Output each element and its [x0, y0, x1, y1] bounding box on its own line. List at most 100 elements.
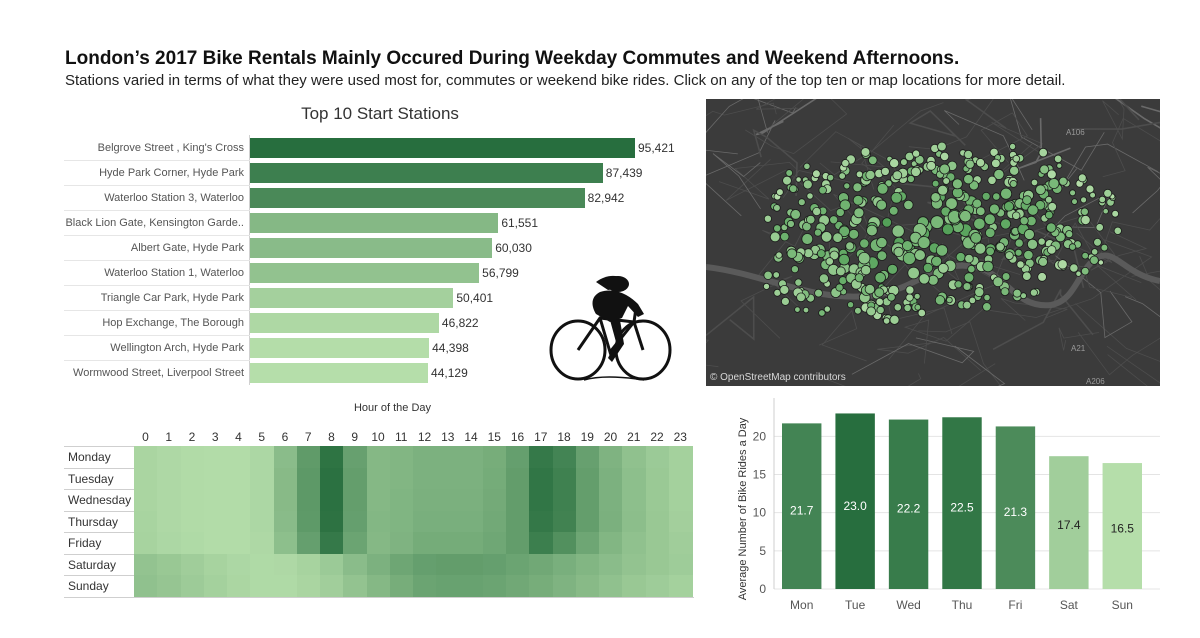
station-point[interactable] — [854, 273, 864, 283]
station-point[interactable] — [790, 265, 799, 274]
station-point[interactable] — [903, 303, 912, 312]
station-label[interactable]: Belgrove Street , King's Cross — [97, 142, 244, 154]
heatmap-cell[interactable] — [296, 446, 321, 468]
station-point[interactable] — [813, 228, 822, 237]
heatmap-cell[interactable] — [343, 553, 367, 576]
heatmap-cell[interactable] — [250, 446, 274, 468]
station-point[interactable] — [926, 160, 937, 171]
station-label[interactable]: Triangle Car Park, Hyde Park — [100, 292, 244, 304]
heatmap-cell[interactable] — [552, 489, 577, 511]
heatmap-cell[interactable] — [273, 553, 298, 576]
station-point[interactable] — [1085, 184, 1095, 194]
heatmap-cell[interactable] — [273, 575, 298, 597]
heatmap-cell[interactable] — [320, 510, 344, 533]
heatmap-cell[interactable] — [413, 489, 437, 511]
station-point[interactable] — [853, 207, 865, 219]
station-point[interactable] — [992, 192, 1001, 201]
heatmap-cell[interactable] — [320, 553, 344, 576]
heatmap-cell[interactable] — [575, 575, 600, 597]
heatmap-cell[interactable] — [645, 553, 670, 576]
station-point[interactable] — [1022, 195, 1032, 205]
heatmap-cell[interactable] — [273, 532, 298, 554]
heatmap-cell[interactable] — [157, 575, 181, 597]
heatmap-cell[interactable] — [482, 446, 507, 468]
heatmap-cell[interactable] — [413, 532, 437, 554]
heatmap-cell[interactable] — [203, 575, 228, 597]
station-bar[interactable] — [250, 338, 430, 358]
station-point[interactable] — [887, 292, 896, 302]
heatmap-cell[interactable] — [389, 510, 414, 533]
station-point[interactable] — [1102, 208, 1109, 215]
station-point[interactable] — [968, 296, 977, 305]
heatmap-cell[interactable] — [134, 553, 158, 576]
station-point[interactable] — [962, 300, 972, 310]
heatmap-cell[interactable] — [552, 510, 577, 533]
station-point[interactable] — [1046, 222, 1057, 233]
heatmap-cell[interactable] — [668, 553, 693, 576]
station-point[interactable] — [935, 244, 949, 257]
station-point[interactable] — [841, 159, 850, 168]
heatmap-cell[interactable] — [227, 532, 251, 554]
station-point[interactable] — [922, 262, 934, 273]
station-point[interactable] — [893, 246, 904, 257]
heatmap-cell[interactable] — [599, 510, 623, 533]
heatmap-cell[interactable] — [343, 467, 367, 490]
heatmap-cell[interactable] — [203, 489, 228, 511]
heatmap-cell[interactable] — [552, 446, 577, 468]
heatmap-cell[interactable] — [157, 467, 181, 490]
station-point[interactable] — [875, 297, 884, 306]
weekday-bar[interactable] — [782, 423, 822, 589]
station-point[interactable] — [860, 264, 872, 276]
heatmap-cell[interactable] — [389, 532, 414, 554]
station-point[interactable] — [963, 149, 973, 160]
heatmap-cell[interactable] — [645, 489, 670, 511]
station-point[interactable] — [763, 270, 773, 280]
heatmap-cell[interactable] — [413, 510, 437, 533]
heatmap-cell[interactable] — [436, 446, 460, 468]
station-point[interactable] — [905, 285, 915, 295]
station-point[interactable] — [1023, 228, 1035, 240]
heatmap-cell[interactable] — [529, 510, 553, 533]
heatmap-cell[interactable] — [622, 532, 646, 554]
heatmap-cell[interactable] — [203, 467, 228, 490]
station-point[interactable] — [1039, 164, 1050, 175]
station-point[interactable] — [984, 213, 996, 226]
station-point[interactable] — [782, 175, 792, 186]
station-point[interactable] — [820, 231, 833, 243]
heatmap-cell[interactable] — [157, 446, 181, 468]
heatmap-cell[interactable] — [389, 446, 414, 468]
station-point[interactable] — [786, 248, 798, 259]
station-point[interactable] — [1080, 196, 1088, 204]
heatmap-cell[interactable] — [482, 510, 507, 533]
heatmap-cell[interactable] — [343, 510, 367, 533]
heatmap-cell[interactable] — [134, 489, 158, 511]
heatmap-cell[interactable] — [320, 467, 344, 490]
station-point[interactable] — [1009, 143, 1017, 151]
heatmap-cell[interactable] — [459, 510, 484, 533]
station-bar[interactable] — [250, 213, 499, 233]
station-point[interactable] — [801, 233, 814, 245]
station-point[interactable] — [876, 250, 888, 261]
station-point[interactable] — [1037, 237, 1046, 246]
station-point[interactable] — [859, 238, 870, 249]
station-point[interactable] — [975, 206, 986, 216]
heatmap-cell[interactable] — [645, 575, 670, 597]
heatmap-cell[interactable] — [273, 510, 298, 533]
heatmap-cell[interactable] — [413, 467, 437, 490]
heatmap-cell[interactable] — [180, 510, 205, 533]
station-point[interactable] — [1057, 259, 1068, 270]
station-label[interactable]: Albert Gate, Hyde Park — [130, 242, 244, 254]
station-point[interactable] — [937, 141, 947, 152]
station-point[interactable] — [816, 249, 826, 259]
station-point[interactable] — [982, 302, 992, 312]
heatmap-cell[interactable] — [436, 575, 460, 597]
station-point[interactable] — [934, 295, 946, 306]
station-point[interactable] — [852, 182, 863, 193]
heatmap-cell[interactable] — [506, 446, 530, 468]
station-point[interactable] — [939, 163, 951, 175]
station-point[interactable] — [772, 271, 780, 279]
station-point[interactable] — [1009, 180, 1018, 188]
station-point[interactable] — [1081, 251, 1089, 260]
station-point[interactable] — [985, 227, 996, 239]
station-point[interactable] — [954, 280, 963, 289]
